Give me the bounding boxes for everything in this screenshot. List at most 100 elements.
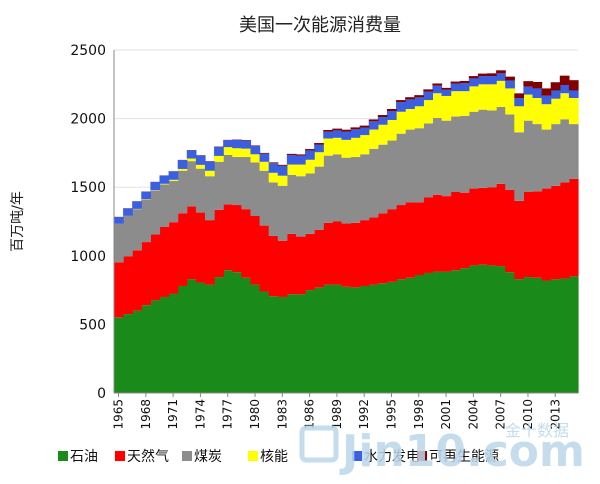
area-segment bbox=[377, 144, 388, 214]
area-segment bbox=[396, 111, 406, 134]
area-segment bbox=[114, 216, 124, 224]
area-segment bbox=[350, 287, 361, 393]
area-segment bbox=[441, 271, 452, 393]
area-segment bbox=[505, 272, 515, 393]
area-segment bbox=[268, 235, 279, 297]
x-tick-label: 1998 bbox=[412, 399, 426, 430]
area-segment bbox=[441, 95, 452, 121]
area-segment bbox=[468, 76, 479, 79]
area-segment bbox=[277, 165, 288, 176]
area-segment bbox=[186, 279, 197, 393]
area-segment bbox=[396, 100, 406, 103]
area-segment bbox=[159, 183, 170, 185]
x-tick-label: 2013 bbox=[548, 399, 562, 430]
area-segment bbox=[186, 150, 197, 159]
area-segment bbox=[405, 97, 415, 100]
area-segment bbox=[177, 160, 188, 169]
area-segment bbox=[487, 73, 497, 77]
series-5 bbox=[114, 70, 579, 217]
x-axis-ticks: 1965 1968 1971 1974 1977 1980 1983 1986 1989 1992… bbox=[112, 393, 562, 430]
y-axis-label-group: 百万吨/年 bbox=[10, 191, 26, 252]
y-axis-ticks: 0 500 1000 1500 2000 2500 bbox=[70, 43, 106, 402]
y-axis-label: 百万吨/年 bbox=[10, 191, 26, 252]
legend-label: 煤炭 bbox=[194, 449, 222, 465]
area-segment bbox=[514, 93, 525, 99]
area-segment bbox=[459, 268, 470, 393]
area-segment bbox=[568, 90, 579, 99]
area-segment bbox=[450, 270, 461, 393]
area-segment bbox=[286, 164, 297, 175]
area-segment bbox=[568, 276, 579, 393]
area-segment bbox=[232, 140, 242, 149]
area-segment bbox=[195, 155, 206, 165]
area-segment bbox=[141, 191, 151, 200]
area-segment bbox=[195, 168, 206, 213]
area-segment bbox=[359, 154, 370, 221]
area-segment bbox=[314, 287, 324, 393]
area-segment bbox=[459, 83, 470, 92]
watermark-main: Jin10.com bbox=[339, 426, 585, 477]
area-segment bbox=[250, 216, 261, 285]
legend-label: 可再生能源 bbox=[429, 449, 499, 465]
area-segment bbox=[286, 233, 297, 295]
area-segment bbox=[541, 95, 552, 105]
area-segment bbox=[277, 175, 288, 186]
legend-item: 水力发电 bbox=[352, 449, 420, 465]
area-segment bbox=[396, 205, 406, 280]
area-segment bbox=[168, 171, 179, 180]
area-segment bbox=[295, 294, 306, 393]
area-segment bbox=[323, 284, 333, 393]
y-tick-label: 0 bbox=[97, 386, 106, 402]
legend: 石油 天然气 煤炭 核能 水力发电 可再生能源 bbox=[58, 448, 499, 465]
area-segment bbox=[341, 223, 352, 287]
area-segment bbox=[141, 242, 151, 306]
area-segment bbox=[341, 129, 352, 132]
area-segment bbox=[550, 90, 561, 99]
legend-item: 煤炭 bbox=[182, 449, 222, 465]
area-segment bbox=[114, 223, 124, 263]
series-1 bbox=[114, 178, 579, 318]
legend-label: 石油 bbox=[70, 449, 98, 465]
area-segment bbox=[332, 154, 343, 222]
area-segment bbox=[487, 265, 497, 393]
x-tick-label: 1986 bbox=[303, 399, 317, 430]
area-segment bbox=[359, 127, 370, 136]
area-segment bbox=[532, 88, 543, 99]
area-segment bbox=[332, 221, 343, 285]
area-segment bbox=[414, 275, 424, 393]
area-segment bbox=[423, 272, 434, 393]
x-tick-label: 1974 bbox=[193, 399, 207, 430]
area-segment bbox=[232, 205, 242, 273]
area-segment bbox=[496, 106, 506, 184]
legend-item: 可再生能源 bbox=[417, 449, 499, 465]
area-segment bbox=[204, 220, 215, 285]
area-segment bbox=[523, 94, 534, 121]
area-segment bbox=[259, 170, 270, 226]
area-segment bbox=[377, 115, 388, 118]
area-segment bbox=[286, 174, 297, 234]
area-segment bbox=[468, 86, 479, 112]
area-segment bbox=[541, 280, 552, 393]
area-segment bbox=[305, 173, 315, 234]
area-segment bbox=[214, 209, 224, 278]
area-segment bbox=[132, 201, 142, 209]
area-segment bbox=[277, 240, 288, 297]
area-segment bbox=[114, 317, 124, 393]
area-segment bbox=[532, 98, 543, 125]
area-segment bbox=[204, 284, 215, 393]
legend-label: 核能 bbox=[260, 449, 288, 465]
area-segment bbox=[514, 106, 525, 133]
legend-swatch bbox=[248, 451, 258, 461]
area-segment bbox=[541, 88, 552, 96]
area-segment bbox=[450, 83, 461, 92]
area-segment bbox=[550, 98, 561, 125]
area-segment bbox=[386, 111, 397, 120]
area-segment bbox=[414, 202, 424, 276]
area-segment bbox=[268, 182, 279, 236]
area-segment bbox=[487, 187, 497, 266]
legend-swatch bbox=[58, 451, 68, 461]
area-segment bbox=[568, 80, 579, 91]
x-tick-label: 2007 bbox=[494, 399, 508, 430]
series-0 bbox=[114, 264, 579, 393]
